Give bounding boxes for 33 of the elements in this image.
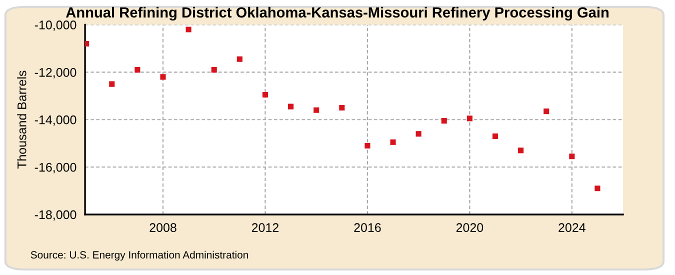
x-tick-label: 2012 (252, 223, 279, 232)
point (466, 116, 472, 122)
point (416, 131, 422, 137)
point (544, 108, 550, 114)
point (518, 148, 524, 154)
y-tick-label: -16,000 (34, 162, 76, 174)
point (569, 154, 575, 160)
y-axis-title: Thousand Barrels (17, 70, 26, 169)
point (186, 26, 192, 32)
point (109, 81, 115, 87)
point (314, 107, 320, 113)
y-tick-label: -18,000 (34, 210, 76, 221)
chart-title: Annual Refining District Oklahoma-Kansas-Missouri Refinery Processing Gain (66, 6, 608, 21)
point (441, 118, 447, 124)
point (211, 67, 217, 73)
point (134, 67, 140, 73)
x-tick-label: 2020 (456, 223, 484, 232)
point (262, 92, 268, 98)
x-tick-label: 2016 (354, 223, 381, 232)
x-tick-label: 2024 (558, 223, 586, 232)
point (288, 104, 294, 110)
point (492, 133, 498, 140)
y-tick-label: -10,000 (34, 20, 76, 31)
y-tick-label: -14,000 (34, 115, 76, 126)
point (160, 74, 166, 80)
point (594, 186, 600, 192)
point (236, 56, 242, 62)
point (339, 104, 345, 111)
y-tick-label: -12,000 (34, 68, 76, 78)
point (390, 139, 396, 145)
point (364, 142, 370, 148)
source-note: Source: U.S. Energy Information Administration (30, 250, 248, 261)
x-tick-label: 2008 (150, 223, 176, 232)
